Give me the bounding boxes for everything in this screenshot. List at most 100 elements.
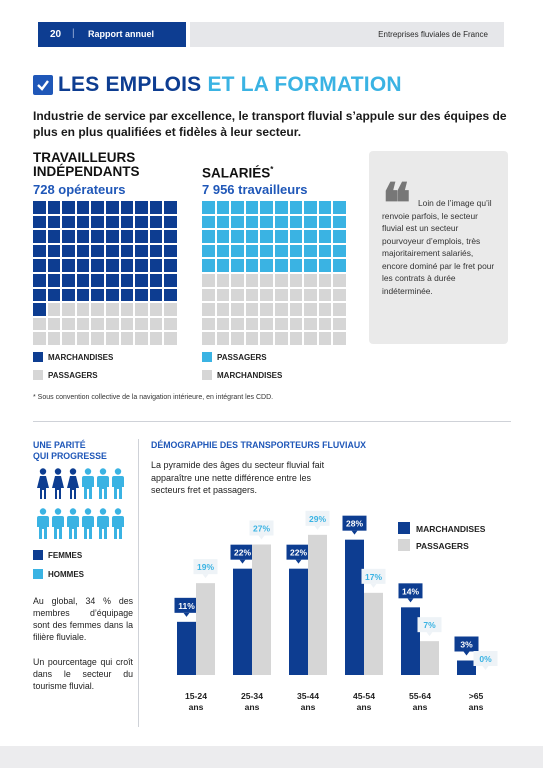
woman-icon: [52, 468, 64, 499]
waffle-cell: [120, 303, 134, 316]
legend-label: PASSAGERS: [217, 353, 267, 362]
x-tick-label: >65: [469, 691, 484, 701]
waffle-cell: [260, 215, 273, 229]
waffle-cell: [333, 288, 346, 302]
data-label-box: [454, 636, 479, 652]
waffle-cell: [33, 288, 46, 302]
waffle-cell: [304, 317, 317, 331]
salaries-title-text: SALARIÉS: [202, 165, 271, 181]
waffle-cell: [47, 273, 61, 287]
waffle-cell: [120, 317, 134, 331]
waffle-cell: [333, 201, 346, 214]
waffle-cell: [135, 303, 148, 316]
waffle-cell: [318, 230, 332, 243]
waffle-cell: [216, 273, 230, 287]
waffle-cell: [216, 230, 230, 243]
waffle-cell: [333, 303, 346, 316]
data-label-box: [230, 544, 255, 560]
legend-swatch: [398, 539, 410, 551]
waffle-cell: [202, 303, 215, 316]
man-icon: [112, 508, 124, 539]
title-part-1: LES EMPLOIS: [58, 73, 202, 96]
waffle-cell: [135, 201, 148, 214]
salaries-count: 7 956 travailleurs: [202, 182, 308, 197]
waffle-cell: [333, 244, 346, 258]
waffle-cell: [76, 215, 90, 229]
salaries-waffle: [202, 201, 346, 345]
waffle-cell: [33, 259, 46, 272]
parite-paragraph-1: Au global, 34 % des membres d’équipage s…: [33, 596, 133, 642]
waffle-cell: [135, 244, 148, 258]
woman-icon: [37, 468, 49, 499]
waffle-cell: [33, 230, 46, 243]
waffle-cell: [91, 303, 104, 316]
waffle-cell: [274, 230, 288, 243]
waffle-cell: [91, 230, 104, 243]
waffle-cell: [105, 288, 119, 302]
x-tick-label: 45-54: [353, 691, 375, 701]
x-tick-label: ans: [413, 702, 428, 712]
waffle-cell: [231, 273, 244, 287]
waffle-cell: [304, 259, 317, 272]
waffle-cell: [62, 332, 75, 345]
waffle-cell: [260, 230, 273, 243]
waffle-cell: [216, 332, 230, 345]
waffle-cell: [91, 317, 104, 331]
waffle-cell: [105, 317, 119, 331]
bar: [177, 621, 196, 675]
waffle-cell: [149, 273, 163, 287]
waffle-cell: [149, 332, 163, 345]
waffle-cell: [231, 317, 244, 331]
waffle-cell: [289, 273, 303, 287]
waffle-cell: [120, 259, 134, 272]
waffle-cell: [245, 317, 259, 331]
waffle-cell: [202, 273, 215, 287]
vertical-divider: [138, 439, 139, 727]
data-label-box: [305, 510, 330, 526]
salaries-title: SALARIÉS*: [202, 163, 273, 181]
waffle-cell: [318, 215, 332, 229]
waffle-cell: [289, 288, 303, 302]
waffle-cell: [135, 332, 148, 345]
waffle-cell: [231, 332, 244, 345]
waffle-cell: [231, 288, 244, 302]
waffle-cell: [333, 259, 346, 272]
waffle-cell: [76, 259, 90, 272]
waffle-cell: [91, 332, 104, 345]
legend-swatch-hommes: [33, 569, 43, 579]
waffle-cell: [164, 317, 177, 331]
waffle-cell: [274, 317, 288, 331]
x-tick-label: 15-24: [185, 691, 207, 701]
waffle-cell: [289, 230, 303, 243]
waffle-cell: [216, 259, 230, 272]
parite-title-line1: UNE PARITÉ: [33, 440, 86, 450]
legend-swatch-marchandises: [202, 370, 212, 380]
data-label: 22%: [290, 548, 307, 558]
data-label: 28%: [346, 519, 363, 529]
waffle-cell: [304, 215, 317, 229]
waffle-cell: [245, 303, 259, 316]
waffle-cell: [289, 201, 303, 214]
waffle-cell: [105, 201, 119, 214]
legend-swatch-marchandises: [33, 352, 43, 362]
parite-paragraph-2: Un pourcentage qui croît dans le secteur…: [33, 657, 133, 691]
data-label-pointer: [183, 612, 190, 617]
report-label: Rapport annuel: [88, 29, 155, 39]
quote-box: [369, 151, 508, 344]
waffle-cell: [105, 244, 119, 258]
waffle-cell: [105, 230, 119, 243]
waffle-cell: [245, 201, 259, 214]
data-label-pointer: [295, 559, 302, 564]
waffle-cell: [202, 259, 215, 272]
waffle-cell: [333, 230, 346, 243]
footnote-mark: *: [270, 165, 274, 174]
waffle-cell: [76, 332, 90, 345]
waffle-cell: [216, 317, 230, 331]
waffle-cell: [202, 332, 215, 345]
waffle-cell: [289, 215, 303, 229]
data-label: 22%: [234, 548, 251, 558]
footer-band: [0, 746, 543, 768]
header-separator: |: [72, 28, 75, 39]
bar: [345, 539, 364, 675]
waffle-cell: [318, 244, 332, 258]
